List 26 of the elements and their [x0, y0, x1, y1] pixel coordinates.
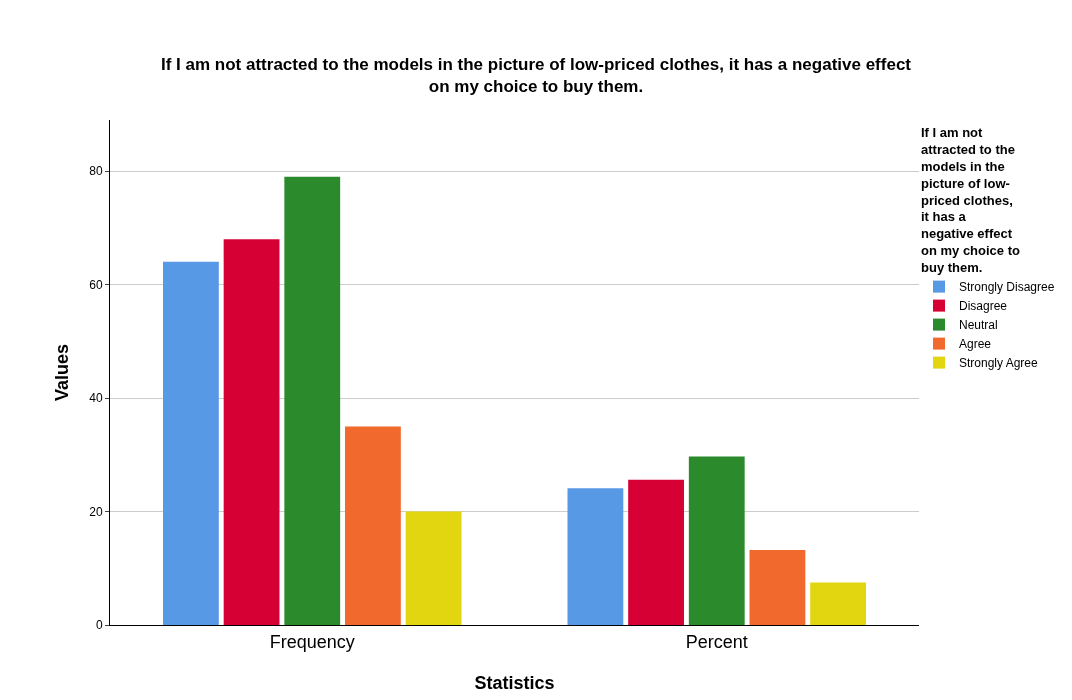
y-tick-label: 60	[89, 277, 103, 292]
bar	[405, 511, 462, 625]
bar	[162, 261, 219, 625]
x-tick-label: Frequency	[269, 631, 355, 652]
bar	[688, 456, 745, 625]
text: If I am not attracted to the models in the picture of low-priced clothes, it has a negative effect on my choice to buy them.	[921, 124, 1020, 276]
y-tick-label: 40	[89, 391, 103, 406]
legend-label: Strongly Disagree	[959, 280, 1055, 295]
legend-label: Disagree	[959, 299, 1008, 314]
bar	[284, 176, 341, 625]
legend-label: Neutral	[959, 318, 998, 333]
bar	[345, 426, 401, 625]
y-tick-label: 0	[95, 618, 103, 633]
chart-title: If I am not attracted to the models in the picture of low-priced clothes, it has a negative effect on my choice to buy them.	[160, 55, 912, 97]
y-axis-title: Values	[52, 343, 73, 402]
bar	[628, 479, 684, 625]
y-tick-label: 80	[89, 164, 103, 179]
x-tick-label: Percent	[685, 631, 748, 652]
legend-label: Strongly Agree	[959, 356, 1039, 371]
x-axis-title: Statistics	[474, 672, 555, 693]
bar	[223, 239, 280, 625]
y-tick-label: 20	[89, 504, 103, 519]
bar	[749, 550, 806, 625]
bar	[810, 582, 867, 625]
legend-label: Agree	[959, 337, 992, 352]
bar	[567, 488, 624, 625]
